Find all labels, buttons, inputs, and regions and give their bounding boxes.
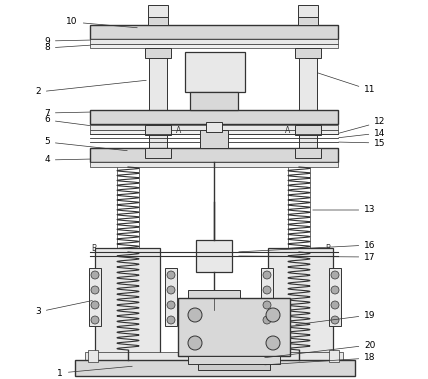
- Bar: [89, 268, 101, 326]
- Bar: [295, 148, 321, 158]
- Bar: [299, 25, 317, 155]
- Bar: [200, 130, 228, 148]
- Circle shape: [167, 286, 175, 294]
- Circle shape: [263, 301, 271, 309]
- Text: 4: 4: [44, 155, 90, 164]
- Bar: [90, 110, 338, 124]
- Circle shape: [167, 301, 175, 309]
- Circle shape: [188, 336, 202, 350]
- Circle shape: [331, 286, 339, 294]
- Bar: [95, 248, 160, 353]
- Bar: [268, 248, 333, 353]
- Bar: [165, 268, 177, 326]
- Bar: [88, 350, 98, 362]
- Text: 11: 11: [318, 73, 376, 94]
- Bar: [190, 92, 238, 110]
- Circle shape: [263, 286, 271, 294]
- Text: 19: 19: [296, 310, 376, 325]
- Bar: [149, 25, 167, 155]
- Text: A: A: [176, 126, 181, 135]
- Text: 9: 9: [44, 36, 90, 45]
- Bar: [188, 356, 280, 364]
- Bar: [145, 148, 171, 158]
- Circle shape: [167, 316, 175, 324]
- Circle shape: [167, 271, 175, 279]
- Bar: [148, 5, 168, 17]
- Text: 17: 17: [239, 252, 376, 262]
- Text: 13: 13: [313, 205, 376, 215]
- Bar: [329, 350, 339, 362]
- Text: 2: 2: [35, 80, 146, 97]
- Text: 18: 18: [265, 354, 376, 365]
- Bar: [298, 17, 318, 25]
- Circle shape: [91, 286, 99, 294]
- Bar: [85, 352, 343, 360]
- Bar: [90, 130, 338, 134]
- Bar: [178, 298, 290, 356]
- Bar: [90, 25, 338, 39]
- Bar: [188, 290, 240, 302]
- Bar: [295, 48, 321, 58]
- Text: B: B: [325, 244, 330, 253]
- Text: 16: 16: [239, 241, 376, 252]
- Bar: [90, 44, 338, 48]
- Circle shape: [331, 271, 339, 279]
- Text: 6: 6: [44, 116, 90, 126]
- Circle shape: [266, 336, 280, 350]
- Text: 12: 12: [339, 117, 386, 133]
- Bar: [75, 360, 355, 376]
- Bar: [329, 268, 341, 326]
- Circle shape: [331, 301, 339, 309]
- Circle shape: [91, 316, 99, 324]
- Text: 10: 10: [66, 17, 137, 28]
- Text: 7: 7: [44, 108, 90, 117]
- Circle shape: [91, 271, 99, 279]
- Bar: [145, 48, 171, 58]
- Text: 15: 15: [339, 138, 386, 147]
- Text: 14: 14: [339, 128, 386, 138]
- Text: B: B: [91, 244, 96, 253]
- Bar: [145, 125, 171, 135]
- Text: |: |: [215, 304, 217, 310]
- Circle shape: [91, 301, 99, 309]
- Bar: [148, 17, 168, 25]
- Text: 20: 20: [265, 340, 376, 358]
- Bar: [90, 148, 338, 162]
- Circle shape: [188, 308, 202, 322]
- Text: A: A: [285, 126, 290, 135]
- Text: 3: 3: [35, 301, 92, 316]
- Bar: [90, 39, 338, 44]
- Circle shape: [331, 316, 339, 324]
- Bar: [295, 125, 321, 135]
- Circle shape: [263, 271, 271, 279]
- Bar: [261, 268, 273, 326]
- Bar: [198, 364, 270, 370]
- Bar: [196, 240, 232, 272]
- Circle shape: [266, 308, 280, 322]
- Text: 8: 8: [44, 44, 90, 53]
- Bar: [90, 125, 338, 130]
- Text: 5: 5: [44, 138, 127, 151]
- Text: 1: 1: [57, 366, 132, 377]
- Circle shape: [263, 316, 271, 324]
- Bar: [185, 52, 245, 92]
- Bar: [206, 122, 222, 132]
- Bar: [298, 5, 318, 17]
- Bar: [90, 162, 338, 167]
